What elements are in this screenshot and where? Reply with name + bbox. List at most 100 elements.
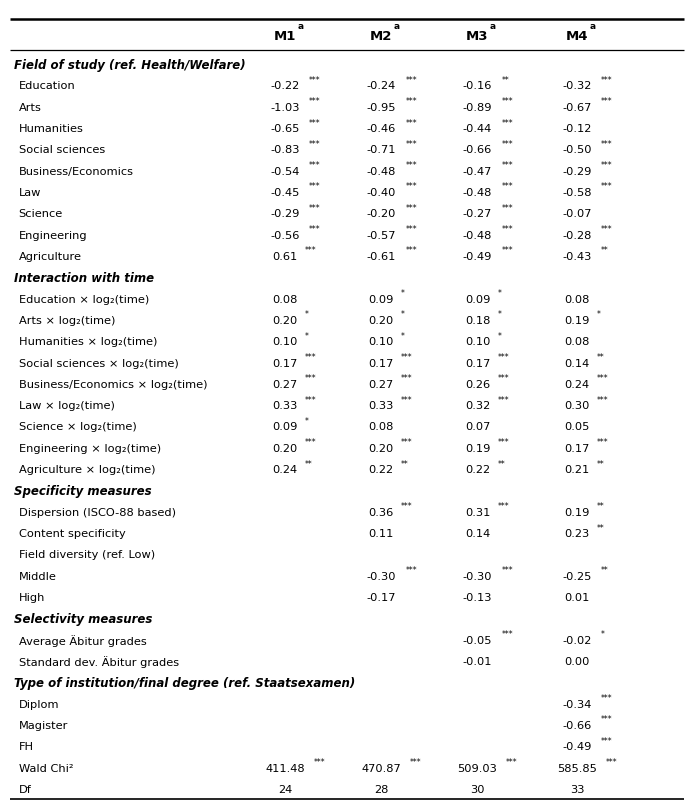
Text: -0.89: -0.89 <box>463 102 492 113</box>
Text: -0.49: -0.49 <box>563 741 592 751</box>
Text: **: ** <box>597 502 605 511</box>
Text: -0.05: -0.05 <box>463 635 492 645</box>
Text: ***: *** <box>601 714 613 723</box>
Text: 0.10: 0.10 <box>273 337 297 347</box>
Text: Engineering: Engineering <box>19 230 87 240</box>
Text: -0.43: -0.43 <box>563 251 592 262</box>
Text: M4: M4 <box>566 30 588 43</box>
Text: 0.09: 0.09 <box>273 422 297 432</box>
Text: 0.21: 0.21 <box>565 465 589 474</box>
Text: -0.34: -0.34 <box>563 699 592 709</box>
Text: 0.08: 0.08 <box>369 422 394 432</box>
Text: -0.28: -0.28 <box>563 230 592 240</box>
Text: 0.33: 0.33 <box>369 401 394 410</box>
Text: 0.18: 0.18 <box>465 315 490 325</box>
Text: 0.20: 0.20 <box>369 444 394 453</box>
Text: 0.17: 0.17 <box>273 358 297 368</box>
Text: 0.17: 0.17 <box>465 358 490 368</box>
Text: 0.20: 0.20 <box>273 444 297 453</box>
Text: ***: *** <box>309 225 321 234</box>
Text: Law × log₂(time): Law × log₂(time) <box>19 401 115 410</box>
Text: ***: *** <box>309 75 321 85</box>
Text: -0.29: -0.29 <box>271 209 300 219</box>
Text: 0.17: 0.17 <box>565 444 589 453</box>
Text: M3: M3 <box>466 30 488 43</box>
Text: ***: *** <box>405 75 417 85</box>
Text: ***: *** <box>401 438 413 447</box>
Text: ***: *** <box>405 139 417 148</box>
Text: ***: *** <box>309 139 321 148</box>
Text: -1.03: -1.03 <box>271 102 300 113</box>
Text: 509.03: 509.03 <box>458 762 497 773</box>
Text: -0.13: -0.13 <box>463 592 492 603</box>
Text: ***: *** <box>601 736 613 744</box>
Text: ***: *** <box>401 374 413 383</box>
Text: *: * <box>401 289 405 298</box>
Text: ***: *** <box>305 246 317 255</box>
Text: ***: *** <box>409 757 421 766</box>
Text: ***: *** <box>605 757 617 766</box>
Text: 0.19: 0.19 <box>465 444 490 453</box>
Text: Wald Chi²: Wald Chi² <box>19 762 73 773</box>
Text: ***: *** <box>497 374 509 383</box>
Text: *: * <box>497 332 502 341</box>
Text: -0.45: -0.45 <box>271 187 300 198</box>
Text: a: a <box>589 22 595 32</box>
Text: Standard dev. Äbitur grades: Standard dev. Äbitur grades <box>19 655 179 667</box>
Text: ***: *** <box>401 502 413 511</box>
Text: **: ** <box>601 565 609 574</box>
Text: 0.33: 0.33 <box>273 401 297 410</box>
Text: -0.56: -0.56 <box>271 230 300 240</box>
Text: -0.32: -0.32 <box>563 81 592 91</box>
Text: ***: *** <box>497 502 509 511</box>
Text: -0.25: -0.25 <box>563 571 592 581</box>
Text: -0.47: -0.47 <box>463 166 492 177</box>
Text: Education: Education <box>19 81 76 91</box>
Text: ***: *** <box>401 353 413 362</box>
Text: a: a <box>490 22 495 32</box>
Text: *: * <box>305 310 309 319</box>
Text: -0.71: -0.71 <box>367 145 396 155</box>
Text: Business/Economics × log₂(time): Business/Economics × log₂(time) <box>19 380 207 389</box>
Text: ***: *** <box>497 395 509 404</box>
Text: Field diversity (ref. Low): Field diversity (ref. Low) <box>19 550 155 560</box>
Text: **: ** <box>497 459 505 468</box>
Text: -0.20: -0.20 <box>367 209 396 219</box>
Text: 0.07: 0.07 <box>465 422 490 432</box>
Text: 0.22: 0.22 <box>369 465 394 474</box>
Text: ***: *** <box>305 353 317 362</box>
Text: *: * <box>305 417 309 426</box>
Text: ***: *** <box>506 757 517 766</box>
Text: ***: *** <box>502 629 513 638</box>
Text: Df: Df <box>19 784 32 794</box>
Text: Agriculture × log₂(time): Agriculture × log₂(time) <box>19 465 155 474</box>
Text: 33: 33 <box>570 784 585 794</box>
Text: ***: *** <box>309 97 321 106</box>
Text: -0.66: -0.66 <box>563 720 592 730</box>
Text: Agriculture: Agriculture <box>19 251 82 262</box>
Text: ***: *** <box>601 161 613 170</box>
Text: Arts: Arts <box>19 102 41 113</box>
Text: 0.11: 0.11 <box>369 529 394 539</box>
Text: Social sciences × log₂(time): Social sciences × log₂(time) <box>19 358 179 368</box>
Text: 28: 28 <box>374 784 388 794</box>
Text: -0.44: -0.44 <box>463 124 492 134</box>
Text: 0.20: 0.20 <box>369 315 394 325</box>
Text: Education × log₂(time): Education × log₂(time) <box>19 294 149 304</box>
Text: ***: *** <box>309 204 321 212</box>
Text: 0.31: 0.31 <box>465 507 490 517</box>
Text: ***: *** <box>502 97 513 106</box>
Text: **: ** <box>305 459 313 468</box>
Text: Law: Law <box>19 187 41 198</box>
Text: -0.61: -0.61 <box>367 251 396 262</box>
Text: ***: *** <box>502 161 513 170</box>
Text: 0.17: 0.17 <box>369 358 394 368</box>
Text: *: * <box>305 332 309 341</box>
Text: Social sciences: Social sciences <box>19 145 105 155</box>
Text: -0.65: -0.65 <box>271 124 300 134</box>
Text: ***: *** <box>497 353 509 362</box>
Text: ***: *** <box>597 374 609 383</box>
Text: ***: *** <box>502 246 513 255</box>
Text: -0.17: -0.17 <box>367 592 396 603</box>
Text: -0.54: -0.54 <box>271 166 300 177</box>
